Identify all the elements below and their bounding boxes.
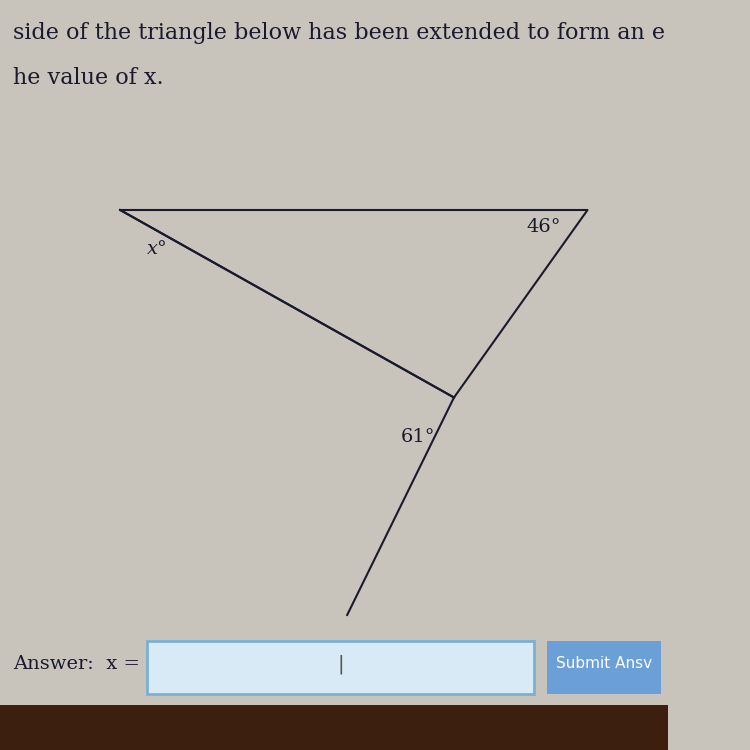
Text: 46°: 46° (526, 217, 561, 236)
FancyBboxPatch shape (0, 705, 668, 750)
Text: Submit Ansv: Submit Ansv (556, 656, 652, 671)
Text: side of the triangle below has been extended to form an e: side of the triangle below has been exte… (13, 22, 665, 44)
FancyBboxPatch shape (147, 641, 534, 694)
Text: |: | (338, 654, 344, 674)
Text: 61°: 61° (400, 427, 435, 445)
Text: he value of x.: he value of x. (13, 68, 164, 89)
Text: Answer:  x =: Answer: x = (13, 655, 140, 673)
FancyBboxPatch shape (548, 641, 661, 694)
Text: x°: x° (147, 240, 168, 258)
